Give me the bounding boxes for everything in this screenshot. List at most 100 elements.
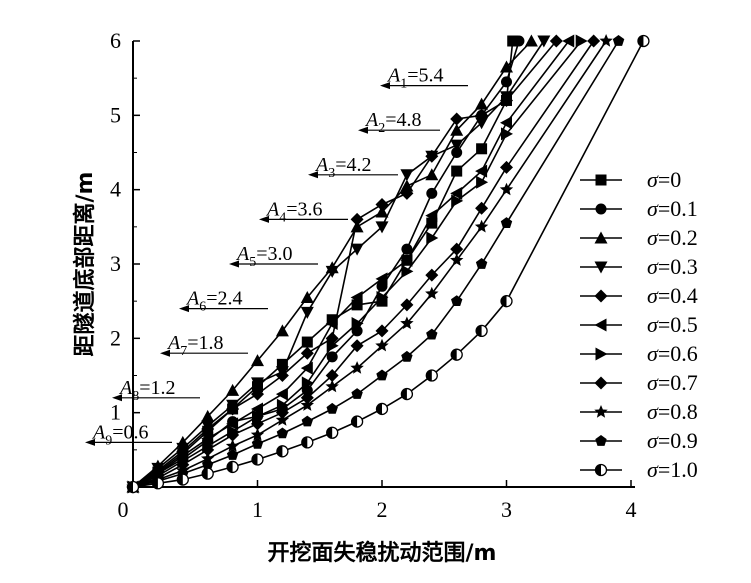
legend-item: σ=0.6 [580,341,698,366]
marker-half-circle-fill [276,445,283,457]
marker-triangle-up [450,123,464,136]
marker-half-circle [226,460,239,474]
annotation-label: A7=1.8 [166,332,224,359]
series-8 [126,34,613,493]
marker-diamond [400,186,414,200]
marker-circle [451,147,463,158]
marker-half-circle-fill [426,370,432,381]
legend-label: σ=0.1 [647,196,698,221]
marker-diamond [594,376,608,390]
annotation-arrowhead [259,215,269,223]
marker-square [476,143,488,155]
marker-triangle-up [350,220,364,233]
marker-star [250,428,265,441]
legend-label: σ=0.3 [647,254,698,279]
marker-triangle-up [475,97,489,110]
marker-circle [501,76,512,88]
legend-label: σ=1.0 [647,457,698,482]
marker-star [599,34,613,47]
marker-circle [426,187,438,199]
marker-triangle-down [350,243,364,256]
marker-half-circle [425,369,438,382]
marker-triangle-right [595,347,608,361]
marker-diamond [226,428,240,442]
marker-triangle-down [300,306,314,319]
marker-triangle-right [575,34,588,48]
marker-half-circle-fill [401,388,407,400]
annotation-label: A9=0.6 [91,421,149,448]
annotation-label: A2=4.8 [364,109,422,136]
marker-star [499,182,514,196]
marker-diamond [375,324,389,338]
marker-diamond [350,339,364,353]
marker-half-circle-fill [595,464,601,476]
annotation-a4: A4=3.6 [259,198,348,225]
marker-square [426,217,438,229]
series-5 [126,34,575,494]
marker-square [376,295,388,307]
marker-triangle-left [475,164,488,178]
series-2 [126,34,538,493]
annotation-arrowhead [179,305,189,313]
y-tick-label: 4 [110,177,121,202]
curves [126,34,650,494]
annotation-label: A6=2.4 [185,288,243,315]
x-tick-label: 3 [501,497,512,522]
marker-triangle-down [450,139,464,152]
marker-triangle-up [425,168,439,181]
marker-triangle-down [375,221,389,234]
annotation-a3: A3=4.2 [308,154,398,181]
marker-star [474,219,489,233]
marker-triangle-left [450,186,463,200]
annotation-label: A1=5.4 [386,65,444,92]
marker-diamond [400,298,414,312]
marker-diamond [475,201,489,215]
x-tick-label: 4 [626,497,637,522]
marker-half-circle-fill [227,461,233,473]
legend: σ=0 σ=0.1 σ=0.2 σ=0.3 σ=0.4 σ=0.5 σ=0.6 σ=0.7 σ=… [580,167,698,482]
legend-label: σ=0.9 [647,428,698,453]
marker-pentagon [401,350,413,362]
marker-triangle-down [537,35,551,48]
marker-pentagon [276,427,289,439]
marker-half-circle-fill [301,436,308,448]
marker-diamond [475,108,489,122]
marker-diamond [300,391,314,405]
legend-label: σ=0.7 [647,370,698,395]
marker-half-circle [400,387,414,401]
marker-half-circle [176,473,189,486]
annotation-a9: A9=0.6 [85,421,172,448]
annotation-arrowhead [85,438,95,446]
legend-item: σ=0 [580,167,681,192]
annotation-a6: A6=2.4 [179,288,268,315]
x-tick-label: 1 [252,497,263,522]
marker-diamond [587,34,601,48]
marker-triangle-right [426,231,439,245]
marker-triangle-down [325,265,339,278]
marker-half-circle [251,453,264,466]
marker-pentagon [451,295,463,306]
marker-half-circle [126,480,140,494]
marker-triangle-left [275,387,288,401]
marker-triangle-right [476,175,489,189]
marker-triangle-right [376,290,389,304]
marker-triangle-left [300,361,313,375]
marker-triangle-up [226,383,240,396]
marker-star [225,439,240,452]
legend-item: σ=0.5 [580,312,698,337]
marker-pentagon [351,388,363,399]
marker-triangle-up [300,290,314,303]
marker-half-circle-fill [376,403,382,415]
marker-triangle-down [475,117,489,130]
legend-label: σ=0.4 [647,283,698,308]
marker-square [326,314,338,326]
marker-circle [326,351,338,363]
marker-square [595,174,607,186]
marker-half-circle [301,436,314,449]
legend-item: σ=0.3 [580,254,698,279]
marker-star [275,413,290,426]
x-tick-label: 2 [377,497,388,522]
marker-pentagon [500,217,513,228]
legend-item: σ=0.1 [580,196,698,221]
